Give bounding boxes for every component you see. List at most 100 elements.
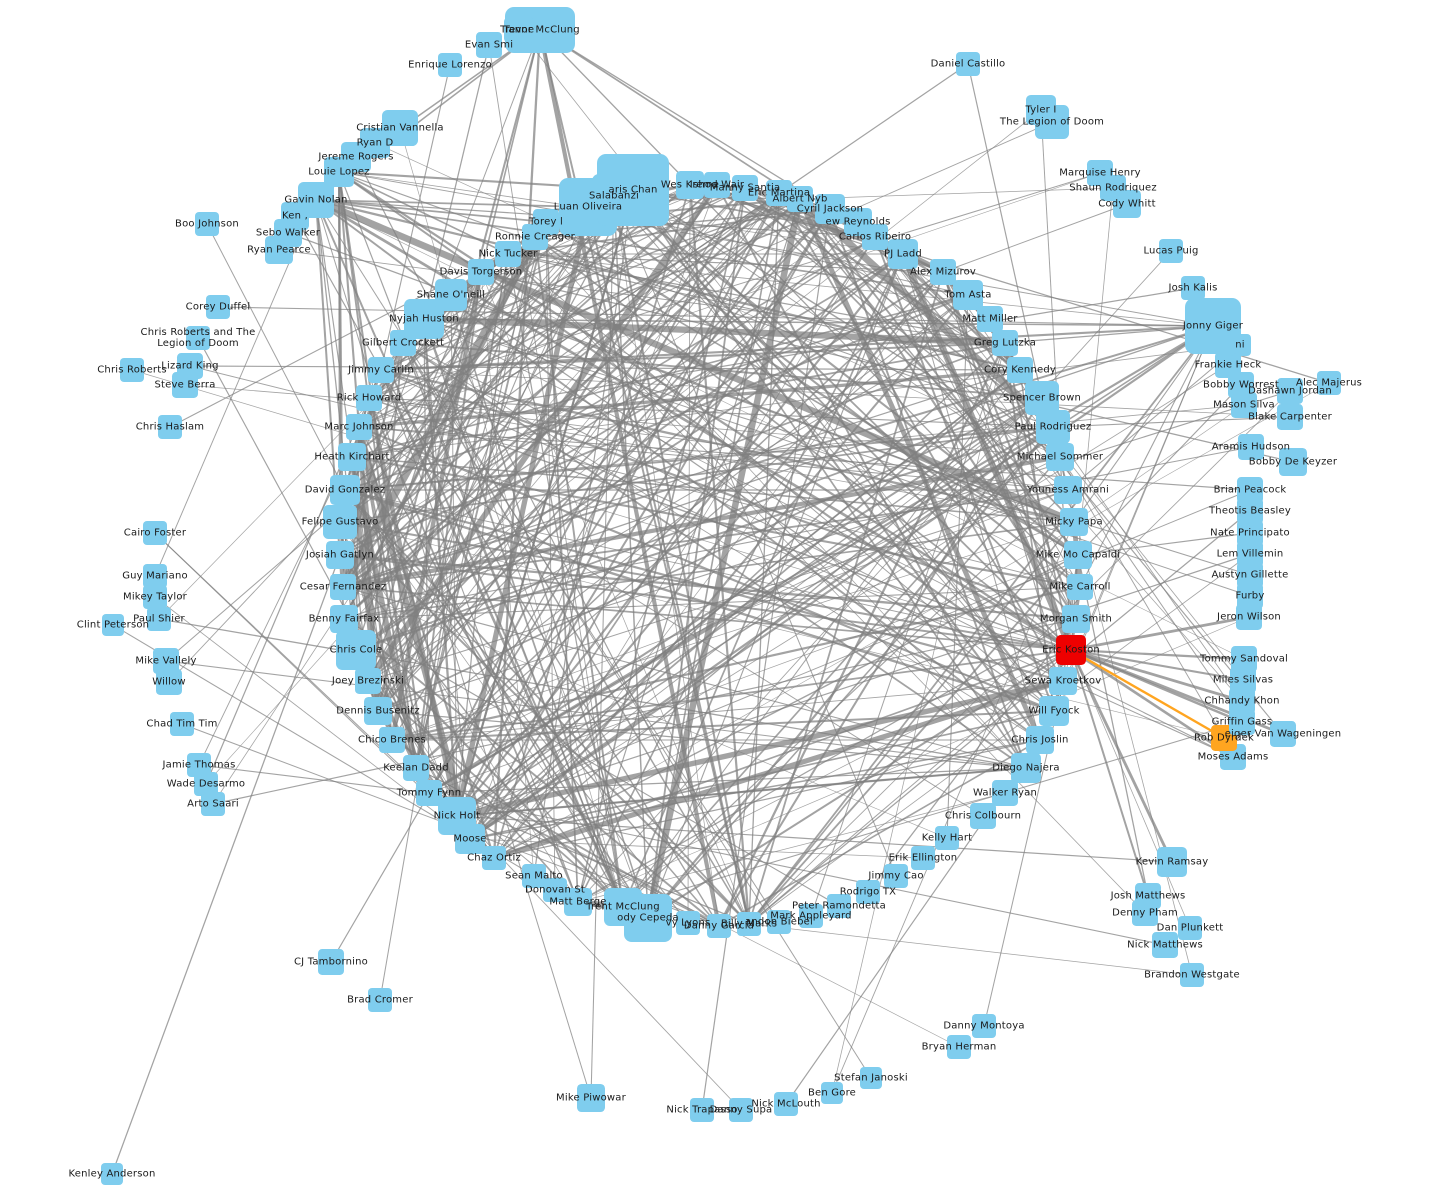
graph-node[interactable] xyxy=(1039,696,1069,726)
graph-node[interactable] xyxy=(1215,352,1241,378)
graph-node[interactable] xyxy=(438,53,462,77)
graph-node[interactable] xyxy=(1135,883,1161,909)
graph-node[interactable] xyxy=(170,712,194,736)
graph-node[interactable] xyxy=(1056,635,1086,665)
graph-node[interactable] xyxy=(992,330,1018,356)
graph-node[interactable] xyxy=(438,797,476,835)
graph-node[interactable] xyxy=(1054,476,1082,504)
graph-node[interactable] xyxy=(330,475,360,505)
graph-node[interactable] xyxy=(1025,381,1059,415)
graph-node[interactable] xyxy=(468,259,494,285)
graph-node[interactable] xyxy=(1238,434,1264,460)
graph-node[interactable] xyxy=(265,236,293,264)
graph-node[interactable] xyxy=(476,32,502,58)
graph-node[interactable] xyxy=(970,803,996,829)
graph-node[interactable] xyxy=(1270,721,1296,747)
graph-node[interactable] xyxy=(143,585,167,609)
graph-node[interactable] xyxy=(323,505,357,539)
graph-node[interactable] xyxy=(368,357,394,383)
graph-node[interactable] xyxy=(1026,726,1054,754)
graph-node[interactable] xyxy=(799,904,823,928)
graph-node[interactable] xyxy=(860,1067,882,1089)
graph-node[interactable] xyxy=(732,175,758,201)
graph-node[interactable] xyxy=(1064,541,1092,569)
graph-node[interactable] xyxy=(143,521,167,545)
graph-node[interactable] xyxy=(1180,963,1204,987)
graph-node[interactable] xyxy=(1049,667,1077,695)
graph-node[interactable] xyxy=(827,894,851,918)
graph-node[interactable] xyxy=(992,780,1018,806)
graph-node[interactable] xyxy=(1317,371,1341,395)
graph-node[interactable] xyxy=(1113,190,1141,218)
graph-node[interactable] xyxy=(1178,916,1202,940)
graph-node[interactable] xyxy=(704,172,730,198)
graph-node[interactable] xyxy=(1181,276,1205,300)
graph-node[interactable] xyxy=(379,727,405,753)
graph-node[interactable] xyxy=(1237,477,1263,503)
graph-node[interactable] xyxy=(1067,574,1093,600)
graph-node[interactable] xyxy=(729,1098,753,1122)
graph-node[interactable] xyxy=(815,194,845,224)
graph-node[interactable] xyxy=(120,358,144,382)
graph-node[interactable] xyxy=(158,415,182,439)
graph-node[interactable] xyxy=(355,668,381,694)
graph-node[interactable] xyxy=(338,443,366,471)
graph-node[interactable] xyxy=(862,224,888,250)
graph-node[interactable] xyxy=(522,864,546,888)
graph-node[interactable] xyxy=(504,17,534,43)
graph-node[interactable] xyxy=(1277,404,1303,430)
graph-node[interactable] xyxy=(1062,605,1090,633)
graph-node[interactable] xyxy=(676,911,700,935)
graph-node[interactable] xyxy=(147,607,171,631)
graph-node[interactable] xyxy=(1157,847,1187,877)
graph-node[interactable] xyxy=(330,605,358,633)
graph-node[interactable] xyxy=(577,1084,605,1112)
graph-node[interactable] xyxy=(364,697,392,725)
graph-node[interactable] xyxy=(1046,443,1074,471)
graph-node[interactable] xyxy=(1237,520,1263,546)
graph-node[interactable] xyxy=(690,1098,714,1122)
graph-node[interactable] xyxy=(172,372,198,398)
graph-node[interactable] xyxy=(416,780,442,806)
graph-node[interactable] xyxy=(956,52,980,76)
graph-node[interactable] xyxy=(787,186,813,212)
graph-node[interactable] xyxy=(482,846,506,870)
graph-node[interactable] xyxy=(206,295,230,319)
graph-node[interactable] xyxy=(318,949,344,975)
graph-node[interactable] xyxy=(1035,105,1069,139)
graph-node[interactable] xyxy=(604,888,642,926)
graph-node[interactable] xyxy=(143,564,167,588)
graph-node[interactable] xyxy=(403,755,429,781)
graph-node[interactable] xyxy=(564,888,592,916)
graph-node[interactable] xyxy=(1060,508,1088,536)
graph-node[interactable] xyxy=(884,864,908,888)
graph-node[interactable] xyxy=(435,279,467,311)
graph-node[interactable] xyxy=(707,914,731,938)
graph-node[interactable] xyxy=(543,878,567,902)
graph-node[interactable] xyxy=(1007,357,1033,383)
graph-node[interactable] xyxy=(1279,448,1307,476)
graph-node[interactable] xyxy=(821,1082,843,1104)
graph-node[interactable] xyxy=(1277,378,1303,404)
graph-node[interactable] xyxy=(1011,753,1041,783)
graph-node[interactable] xyxy=(368,988,392,1012)
graph-node[interactable] xyxy=(1231,646,1257,672)
graph-node[interactable] xyxy=(953,280,983,310)
graph-node[interactable] xyxy=(326,541,354,569)
graph-node[interactable] xyxy=(1185,298,1241,354)
graph-node[interactable] xyxy=(1152,932,1178,958)
graph-node[interactable] xyxy=(911,846,935,870)
graph-node[interactable] xyxy=(972,1014,996,1038)
graph-node[interactable] xyxy=(1159,239,1183,263)
graph-node[interactable] xyxy=(977,306,1003,332)
graph-node[interactable] xyxy=(676,171,704,199)
graph-node[interactable] xyxy=(930,259,956,285)
graph-node[interactable] xyxy=(737,912,761,936)
graph-node[interactable] xyxy=(935,826,959,850)
graph-node[interactable] xyxy=(186,326,210,350)
graph-node[interactable] xyxy=(356,385,382,411)
graph-node[interactable] xyxy=(346,414,372,440)
graph-node[interactable] xyxy=(195,212,219,236)
graph-node[interactable] xyxy=(856,880,880,904)
